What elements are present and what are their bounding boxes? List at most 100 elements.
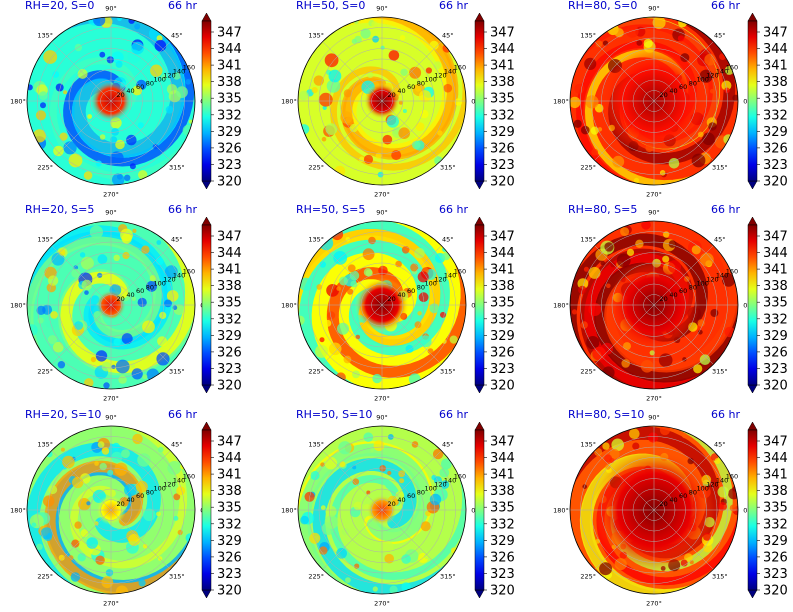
colorbar-tick-label: 344 xyxy=(217,246,242,261)
colorbar-tick-label: 338 xyxy=(490,279,515,294)
colorbar-tick-label: 332 xyxy=(217,312,242,327)
field-cell xyxy=(384,553,395,564)
field-cell xyxy=(327,311,336,320)
radial-tick-label: 60 xyxy=(407,83,415,91)
spiral-band xyxy=(298,239,430,389)
field-cell xyxy=(437,130,443,136)
field-cell xyxy=(70,572,81,582)
field-cell xyxy=(347,288,354,295)
field-cell xyxy=(90,356,97,363)
colorbar-tick-label: 323 xyxy=(490,362,515,377)
colorbar-tick-label: 347 xyxy=(490,26,515,41)
field-cell xyxy=(604,454,613,463)
field-cell xyxy=(409,66,422,79)
angular-grid-line xyxy=(110,41,171,102)
angular-grid-line xyxy=(653,304,714,365)
field-cell xyxy=(354,563,360,569)
radial-tick-label: 140 xyxy=(173,477,185,485)
colorbar-tick-label: 341 xyxy=(217,468,242,483)
angular-grid-line xyxy=(110,509,171,570)
colorbar-bar xyxy=(747,20,758,182)
field-cell xyxy=(86,501,91,506)
field-cell xyxy=(629,428,640,440)
field-cell xyxy=(424,552,431,560)
field-cell xyxy=(704,53,716,66)
angle-tick-label: 90° xyxy=(648,414,660,422)
angle-tick-label: 90° xyxy=(376,414,388,422)
field-cell xyxy=(391,150,402,161)
angle-tick-label: 180° xyxy=(10,507,26,515)
field-cell xyxy=(138,170,148,180)
field-cell xyxy=(84,290,89,295)
colorbar-extend-min xyxy=(474,384,485,394)
radial-tick-label: 40 xyxy=(669,87,677,95)
colorbar-tick-label: 320 xyxy=(763,584,788,599)
colorbar-tick-label: 332 xyxy=(763,108,788,123)
colorbar-tick-label: 323 xyxy=(763,567,788,582)
field-cell xyxy=(111,51,124,64)
field-cell xyxy=(164,265,178,279)
angle-tick-label: 225° xyxy=(37,163,53,171)
angle-tick-label: 270° xyxy=(103,600,119,608)
field-cell xyxy=(677,35,685,42)
field-cell xyxy=(440,311,446,318)
field-cell xyxy=(343,355,352,364)
field-cell xyxy=(176,486,186,496)
field-cell xyxy=(319,337,325,343)
angle-tick-label: 270° xyxy=(646,395,662,403)
angle-tick-label: 225° xyxy=(37,367,53,375)
colorbar-tick-label: 320 xyxy=(217,175,242,190)
angular-grid-line xyxy=(594,450,655,511)
angle-tick-label: 180° xyxy=(553,302,569,310)
field-cell xyxy=(388,50,400,61)
colorbar-extend-max xyxy=(201,216,212,226)
colorbar-tick-label: 341 xyxy=(763,468,788,483)
radial-tick-label: 40 xyxy=(126,87,134,95)
colorbar-extend-min xyxy=(474,589,485,599)
field-cell xyxy=(176,86,188,98)
field-cell xyxy=(339,276,348,286)
field-cell xyxy=(449,335,458,344)
angular-grid-line xyxy=(594,509,655,570)
field-cell xyxy=(89,225,103,239)
radial-tick-label: 20 xyxy=(388,500,396,508)
angular-grid-line xyxy=(594,304,655,365)
panel-title: RH=80, S=0 xyxy=(568,0,637,12)
colorbar-tick-label: 338 xyxy=(490,484,515,499)
field-cell xyxy=(157,336,168,347)
field-cell xyxy=(99,51,106,58)
field-cell xyxy=(318,92,333,107)
angular-grid-line xyxy=(110,245,171,306)
field-cell xyxy=(156,240,162,245)
field-cell xyxy=(612,155,625,168)
polar-panel: RH=20, S=566 hr0°45°90°135°180°225°270°3… xyxy=(10,203,242,403)
field-cell xyxy=(571,309,578,315)
field-cell xyxy=(154,39,167,52)
field-cell xyxy=(429,40,439,50)
angular-grid-line xyxy=(653,41,714,102)
spiral-band xyxy=(63,17,195,167)
field-cell xyxy=(577,278,589,289)
radial-tick-label: 140 xyxy=(173,68,185,76)
field-cell xyxy=(55,83,64,92)
radial-tick-label: 160 xyxy=(183,473,195,481)
angular-grid-line xyxy=(322,304,383,365)
field-cell xyxy=(592,346,607,361)
colorbar-tick-label: 329 xyxy=(763,329,788,344)
field-cell xyxy=(355,334,361,340)
field-cell xyxy=(352,465,357,470)
field-cell xyxy=(372,586,378,592)
field-cell xyxy=(185,79,191,85)
field-cell xyxy=(414,247,425,259)
angular-grid-line xyxy=(322,509,383,570)
field-cell xyxy=(595,538,601,544)
colorbar-tick-label: 341 xyxy=(763,59,788,74)
panel-title: RH=80, S=5 xyxy=(568,203,637,216)
radial-tick-label: 60 xyxy=(679,492,687,500)
field-cell xyxy=(379,465,387,472)
field-cell xyxy=(420,521,431,532)
field-cell xyxy=(63,90,68,95)
angular-grid-line xyxy=(381,509,442,570)
field-cell xyxy=(600,260,605,266)
